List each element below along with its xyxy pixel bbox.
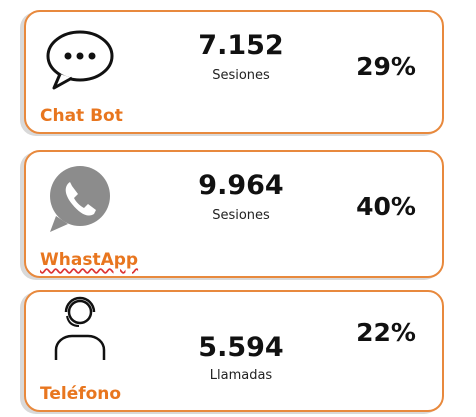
card: Teléfono 5.594 Llamadas 22% xyxy=(24,290,444,412)
unit: Sesiones xyxy=(212,68,270,83)
channel-label: WhastApp xyxy=(40,250,138,270)
channel-label: Teléfono xyxy=(40,384,122,404)
count: 5.594 xyxy=(198,332,284,363)
channel-label-text: WhastApp xyxy=(40,250,139,270)
phone-icon xyxy=(54,296,106,360)
count: 7.152 xyxy=(198,30,284,61)
card: WhastApp 9.964 Sesiones 40% xyxy=(24,150,444,278)
count: 9.964 xyxy=(198,170,284,201)
card: Chat Bot 7.152 Sesiones 29% xyxy=(24,10,444,134)
percent: 40% xyxy=(356,192,416,221)
unit: Sesiones xyxy=(212,208,270,223)
unit: Llamadas xyxy=(209,368,273,383)
chat-icon xyxy=(46,30,114,90)
percent: 22% xyxy=(356,318,416,347)
channel-label: Chat Bot xyxy=(40,106,123,126)
percent: 29% xyxy=(356,52,416,81)
whatsapp-icon xyxy=(50,166,110,232)
